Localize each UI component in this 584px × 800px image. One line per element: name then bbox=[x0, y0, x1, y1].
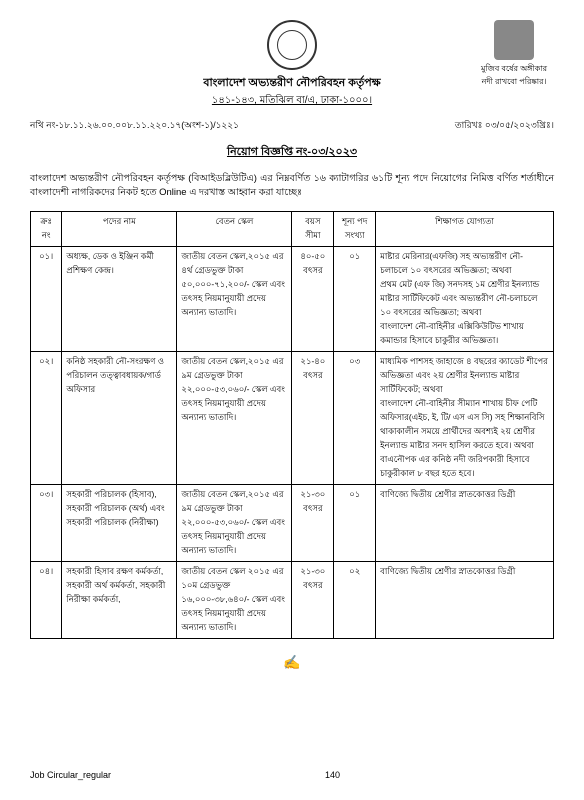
cell-age: ৪০-৫০ বৎসর bbox=[292, 246, 334, 351]
header-qualification: শিক্ষাগত যোগ্যতা bbox=[376, 211, 554, 246]
cell-scale: জাতীয় বেতন স্কেল,২০১৫ এর ৪র্থ গ্রেডভুক্… bbox=[177, 246, 292, 351]
cell-scale: জাতীয় বেতন স্কেল,২০১৫ এর ৯ম গ্রেডভুক্ত … bbox=[177, 484, 292, 561]
cell-qualification: বাণিজ্যে দ্বিতীয় শ্রেণীর স্নাতকোত্তর ডি… bbox=[376, 484, 554, 561]
cell-sl: ০২। bbox=[31, 351, 62, 484]
footer-left: Job Circular_regular bbox=[30, 770, 111, 780]
reference-row: নথি নং-১৮.১১.২৬.০০.০০৮.১১.২২০.১৭(অংশ-১)/… bbox=[30, 118, 554, 133]
cell-post: কনিষ্ঠ সহকারী নৌ-সংরক্ষণ ও পরিচালন তত্ত্… bbox=[62, 351, 177, 484]
cell-qualification: বাণিজ্যে দ্বিতীয় শ্রেণীর স্নাতকোত্তর ডি… bbox=[376, 561, 554, 638]
circular-title: নিয়োগ বিজ্ঞপ্তি নং-০৩/২০২৩ bbox=[30, 143, 554, 162]
portrait-section: মুজিব বর্ষের অঙ্গীকার নদী রাখবো পরিষ্কার… bbox=[474, 20, 554, 89]
org-logo-icon bbox=[267, 20, 317, 70]
cell-post: অধ্যক্ষ, ডেক ও ইঞ্জিন কর্মী প্রশিক্ষণ কে… bbox=[62, 246, 177, 351]
header-post: পদের নাম bbox=[62, 211, 177, 246]
portrait-icon bbox=[494, 20, 534, 60]
portrait-caption-1: মুজিব বর্ষের অঙ্গীকার bbox=[474, 63, 554, 76]
cell-vacancy: ০২ bbox=[334, 561, 376, 638]
cell-sl: ০৪। bbox=[31, 561, 62, 638]
header-scale: বেতন স্কেল bbox=[177, 211, 292, 246]
cell-age: ২১-৪০ বৎসর bbox=[292, 351, 334, 484]
table-row: ০২।কনিষ্ঠ সহকারী নৌ-সংরক্ষণ ও পরিচালন তত… bbox=[31, 351, 554, 484]
intro-paragraph: বাংলাদেশ অভ্যন্তরীণ নৌপরিবহন কর্তৃপক্ষ (… bbox=[30, 172, 554, 201]
cell-scale: জাতীয় বেতন স্কেল,২০১৫ এর ৯ম গ্রেডভুক্ত … bbox=[177, 351, 292, 484]
table-row: ০৩।সহকারী পরিচালক (হিসাব), সহকারী পরিচাল… bbox=[31, 484, 554, 561]
header-vacancy: শূন্য পদ সংখ্যা bbox=[334, 211, 376, 246]
cell-age: ২১-৩০ বৎসর bbox=[292, 484, 334, 561]
page-footer: Job Circular_regular 140 bbox=[30, 770, 554, 780]
cell-scale: জাতীয় বেতন স্কেল ২০১৫ এর ১০ম গ্রেডভুক্ত… bbox=[177, 561, 292, 638]
table-header-row: ক্রঃ নং পদের নাম বেতন স্কেল বয়স সীমা শূ… bbox=[31, 211, 554, 246]
header-age: বয়স সীমা bbox=[292, 211, 334, 246]
logo-section: বাংলাদেশ অভ্যন্তরীণ নৌপরিবহন কর্তৃপক্ষ ১… bbox=[110, 20, 474, 110]
org-name: বাংলাদেশ অভ্যন্তরীণ নৌপরিবহন কর্তৃপক্ষ bbox=[203, 74, 380, 93]
cell-vacancy: ০১ bbox=[334, 484, 376, 561]
cell-sl: ০৩। bbox=[31, 484, 62, 561]
signature-icon: ✍ bbox=[30, 654, 554, 671]
reference-number: নথি নং-১৮.১১.২৬.০০.০০৮.১১.২২০.১৭(অংশ-১)/… bbox=[30, 118, 239, 133]
job-table: ক্রঃ নং পদের নাম বেতন স্কেল বয়স সীমা শূ… bbox=[30, 211, 554, 639]
cell-vacancy: ০৩ bbox=[334, 351, 376, 484]
reference-date: তারিখঃ ০৩/০৫/২০২৩খ্রিঃ। bbox=[455, 118, 554, 133]
cell-qualification: মাধ্যমিক পাশসহ জাহাজে ৪ বছরের ক্যাডেট শী… bbox=[376, 351, 554, 484]
header-row: বাংলাদেশ অভ্যন্তরীণ নৌপরিবহন কর্তৃপক্ষ ১… bbox=[30, 20, 554, 110]
cell-post: সহকারী হিসাব রক্ষণ কর্মকর্তা, সহকারী অর্… bbox=[62, 561, 177, 638]
portrait-caption-2: নদী রাখবো পরিষ্কার। bbox=[474, 76, 554, 89]
cell-post: সহকারী পরিচালক (হিসাব), সহকারী পরিচালক (… bbox=[62, 484, 177, 561]
footer-page: 140 bbox=[325, 770, 340, 780]
table-row: ০৪।সহকারী হিসাব রক্ষণ কর্মকর্তা, সহকারী … bbox=[31, 561, 554, 638]
cell-qualification: মাষ্টার মেরিনার(এফজি) সহ অভ্যন্তরীণ নৌ-চ… bbox=[376, 246, 554, 351]
cell-sl: ০১। bbox=[31, 246, 62, 351]
org-address: ১৪১-১৪৩, মতিঝিল বা/এ, ঢাকা-১০০০। bbox=[212, 93, 372, 110]
cell-vacancy: ০১ bbox=[334, 246, 376, 351]
table-row: ০১।অধ্যক্ষ, ডেক ও ইঞ্জিন কর্মী প্রশিক্ষণ… bbox=[31, 246, 554, 351]
cell-age: ২১-৩০ বৎসর bbox=[292, 561, 334, 638]
header-sl: ক্রঃ নং bbox=[31, 211, 62, 246]
